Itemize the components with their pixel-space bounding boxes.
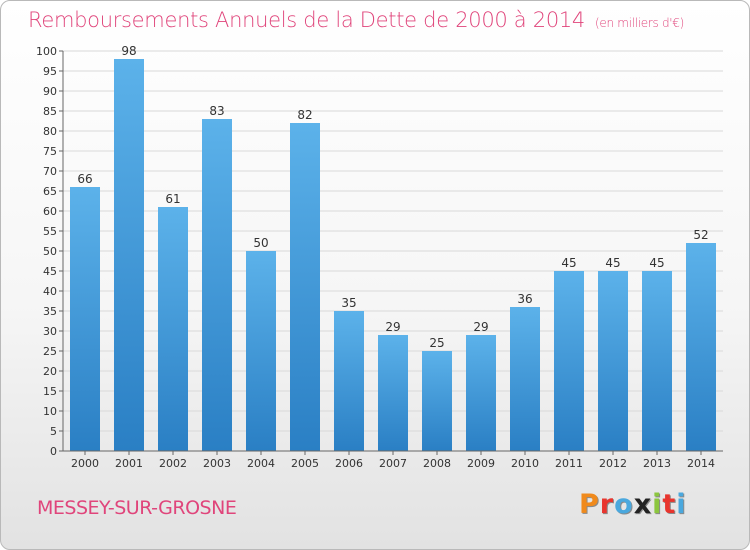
bar (114, 59, 144, 451)
y-tick-label: 20 (43, 365, 57, 378)
x-tick-label: 2004 (247, 457, 275, 470)
bars (70, 59, 716, 451)
y-tick-label: 40 (43, 285, 57, 298)
bar (422, 351, 452, 451)
data-label: 25 (429, 336, 444, 350)
y-tick-label: 30 (43, 325, 57, 338)
data-label: 98 (121, 44, 136, 58)
data-label: 29 (385, 320, 400, 334)
y-tick-label: 60 (43, 205, 57, 218)
data-label: 45 (605, 256, 620, 270)
data-label: 50 (253, 236, 268, 250)
data-label: 82 (297, 108, 312, 122)
y-tick-label: 5 (50, 425, 57, 438)
y-tick-label: 0 (50, 445, 57, 458)
bar (598, 271, 628, 451)
logo-letter: i (652, 489, 663, 520)
x-tick-label: 2013 (643, 457, 671, 470)
y-tick-label: 85 (43, 105, 57, 118)
y-tick-label: 70 (43, 165, 57, 178)
data-label: 35 (341, 296, 356, 310)
x-tick-label: 2005 (291, 457, 319, 470)
commune-name: MESSEY-SUR-GROSNE (37, 497, 237, 519)
y-tick-label: 55 (43, 225, 57, 238)
proxiti-logo: Proxiti (579, 489, 687, 520)
x-tick-label: 2011 (555, 457, 583, 470)
y-tick-label: 80 (43, 125, 57, 138)
bar (642, 271, 672, 451)
x-tick-label: 2000 (71, 457, 99, 470)
bar (510, 307, 540, 451)
bar (378, 335, 408, 451)
y-axis-ticks: 0 5 10 15 20 25 30 35 40 45 50 55 60 65 70 75 80 85 90 95 10… (36, 45, 63, 458)
data-label: 45 (561, 256, 576, 270)
y-tick-label: 35 (43, 305, 57, 318)
bar (334, 311, 364, 451)
logo-letter: i (676, 489, 687, 520)
chart-title-main: Remboursements Annuels de la Dette de 20… (28, 8, 585, 32)
axes (62, 51, 723, 452)
y-tick-label: 90 (43, 85, 57, 98)
y-tick-label: 25 (43, 345, 57, 358)
data-label: 36 (517, 292, 532, 306)
x-tick-label: 2008 (423, 457, 451, 470)
bar (686, 243, 716, 451)
bar (70, 187, 100, 451)
data-label: 45 (649, 256, 664, 270)
x-tick-label: 2003 (203, 457, 231, 470)
x-tick-label: 2006 (335, 457, 363, 470)
bar (290, 123, 320, 451)
x-axis-ticks: 2000 2001 2002 2003 2004 2005 2006 2007 2008 2009… (71, 451, 715, 470)
y-tick-label: 100 (36, 45, 57, 58)
x-tick-label: 2012 (599, 457, 627, 470)
y-tick-label: 45 (43, 265, 57, 278)
logo-letter: P (579, 489, 600, 520)
x-tick-label: 2009 (467, 457, 495, 470)
data-label: 66 (77, 172, 92, 186)
bar (554, 271, 584, 451)
chart-title-unit: (en milliers d'€) (595, 16, 685, 30)
y-tick-label: 95 (43, 65, 57, 78)
data-label: 52 (693, 228, 708, 242)
data-labels: 66 98 61 83 50 82 35 29 25 29 36 45 45 45 52 (77, 44, 708, 350)
y-tick-label: 15 (43, 385, 57, 398)
y-tick-label: 75 (43, 145, 57, 158)
x-tick-label: 2010 (511, 457, 539, 470)
x-tick-label: 2001 (115, 457, 143, 470)
y-tick-label: 65 (43, 185, 57, 198)
logo-letter: t (662, 489, 677, 520)
logo-letter: x (633, 489, 653, 520)
x-tick-label: 2002 (159, 457, 187, 470)
x-tick-label: 2014 (687, 457, 715, 470)
bar (466, 335, 496, 451)
chart-title: Remboursements Annuels de la Dette de 20… (28, 8, 684, 32)
bar (158, 207, 188, 451)
logo-letter: r (599, 489, 615, 520)
data-label: 61 (165, 192, 180, 206)
data-label: 83 (209, 104, 224, 118)
logo-letter: o (614, 489, 634, 520)
x-tick-label: 2007 (379, 457, 407, 470)
bar (246, 251, 276, 451)
y-tick-label: 50 (43, 245, 57, 258)
y-tick-label: 10 (43, 405, 57, 418)
data-label: 29 (473, 320, 488, 334)
bar (202, 119, 232, 451)
